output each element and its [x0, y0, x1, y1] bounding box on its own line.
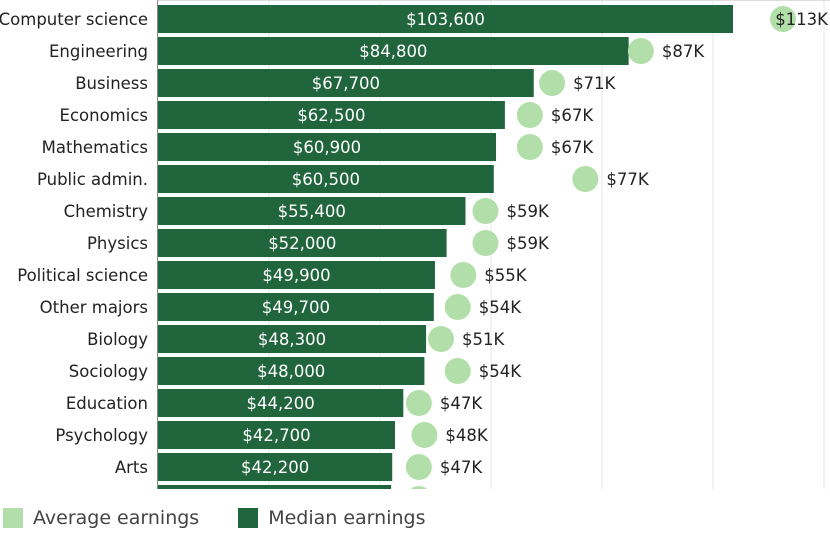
bar-label-biology: $48,300 [258, 330, 326, 349]
bar-physics [158, 229, 447, 257]
avg-point-arts [405, 454, 432, 480]
bar-label-business: $67,700 [312, 74, 380, 93]
bar-label-sociology: $48,000 [257, 362, 325, 381]
avg-point-other-majors [444, 294, 471, 320]
bar-mathematics [158, 133, 497, 161]
bar-label-chemistry: $55,400 [278, 202, 346, 221]
avg-label-other-majors: $54K [479, 298, 522, 317]
avg-label-education: $47K [440, 394, 483, 413]
category-label-arts: Arts [115, 458, 148, 477]
earnings-chart: $103,600 $113K Computer science $84,800 $87K… [0, 0, 830, 489]
bar-chemistry [158, 197, 466, 225]
bar-political-science [158, 261, 435, 289]
bar-business [158, 69, 534, 97]
legend-label-average: Average earnings [33, 507, 200, 529]
avg-point-psychology [411, 422, 438, 448]
avg-label-psychology: $48K [445, 426, 488, 445]
legend-item-average[interactable]: Average earnings [0, 507, 199, 529]
avg-point-truncated-row [410, 486, 428, 489]
avg-label-sociology: $54K [479, 362, 522, 381]
avg-label-public-admin: $77K [606, 170, 649, 189]
avg-point-chemistry [472, 198, 499, 224]
avg-point-public-admin [572, 166, 599, 192]
bar-label-mathematics: $60,900 [293, 138, 361, 157]
legend-label-median: Median earnings [268, 507, 426, 529]
avg-label-arts: $47K [440, 458, 483, 477]
bar-psychology [158, 421, 395, 449]
category-label-sociology: Sociology [69, 362, 148, 381]
bar-label-psychology: $42,700 [242, 426, 310, 445]
avg-point-sociology [444, 358, 471, 384]
bar-label-political-science: $49,900 [262, 266, 330, 285]
category-label-computer-science: Computer science [0, 10, 148, 29]
avg-label-engineering: $87K [662, 42, 705, 61]
bar-sociology [158, 357, 425, 385]
bar-label-public-admin: $60,500 [292, 170, 360, 189]
legend-swatch-median [238, 508, 259, 528]
avg-label-biology: $51K [462, 330, 505, 349]
category-label-mathematics: Mathematics [42, 138, 148, 157]
bar-label-other-majors: $49,700 [262, 298, 330, 317]
avg-label-political-science: $55K [484, 266, 527, 285]
bar-label-physics: $52,000 [268, 234, 336, 253]
avg-label-mathematics: $67K [551, 138, 594, 157]
bar-label-education: $44,200 [247, 394, 315, 413]
avg-point-business [539, 70, 566, 96]
bar-biology [158, 325, 427, 353]
category-label-economics: Economics [60, 106, 148, 125]
bar-computer-science [158, 5, 733, 33]
bar-label-arts: $42,200 [241, 458, 309, 477]
category-label-business: Business [75, 74, 148, 93]
bar-other-majors [158, 293, 434, 321]
bar-label-engineering: $84,800 [359, 42, 427, 61]
category-label-education: Education [66, 394, 148, 413]
bar-truncated-row [158, 485, 392, 489]
category-label-engineering: Engineering [49, 42, 148, 61]
avg-label-computer-science: $113K [775, 10, 829, 29]
avg-point-economics [516, 102, 543, 128]
bar-label-computer-science: $103,600 [406, 10, 485, 29]
avg-point-physics [472, 230, 499, 256]
avg-point-biology [428, 326, 455, 352]
avg-label-physics: $59K [506, 234, 549, 253]
category-label-chemistry: Chemistry [64, 202, 149, 221]
category-label-physics: Physics [87, 234, 148, 253]
category-label-public-admin: Public admin. [37, 170, 148, 189]
bar-label-economics: $62,500 [297, 106, 365, 125]
avg-point-engineering [627, 38, 654, 64]
legend-swatch-average [3, 508, 23, 528]
avg-label-business: $71K [573, 74, 616, 93]
avg-point-political-science [450, 262, 477, 288]
avg-point-education [405, 390, 432, 416]
legend: Average earnings Median earnings [0, 505, 461, 531]
bar-economics [158, 101, 505, 129]
avg-label-economics: $67K [551, 106, 594, 125]
bar-public-admin [158, 165, 494, 193]
avg-label-chemistry: $59K [506, 202, 549, 221]
bar-arts [158, 453, 393, 481]
category-label-political-science: Political science [17, 266, 148, 285]
bar-education [158, 389, 404, 417]
avg-point-mathematics [516, 134, 543, 160]
legend-item-median[interactable]: Median earnings [235, 507, 425, 529]
category-label-biology: Biology [87, 330, 148, 349]
category-label-psychology: Psychology [55, 426, 148, 445]
category-label-other-majors: Other majors [40, 298, 148, 317]
bar-engineering [158, 37, 629, 65]
avg-point-computer-science [770, 6, 796, 32]
